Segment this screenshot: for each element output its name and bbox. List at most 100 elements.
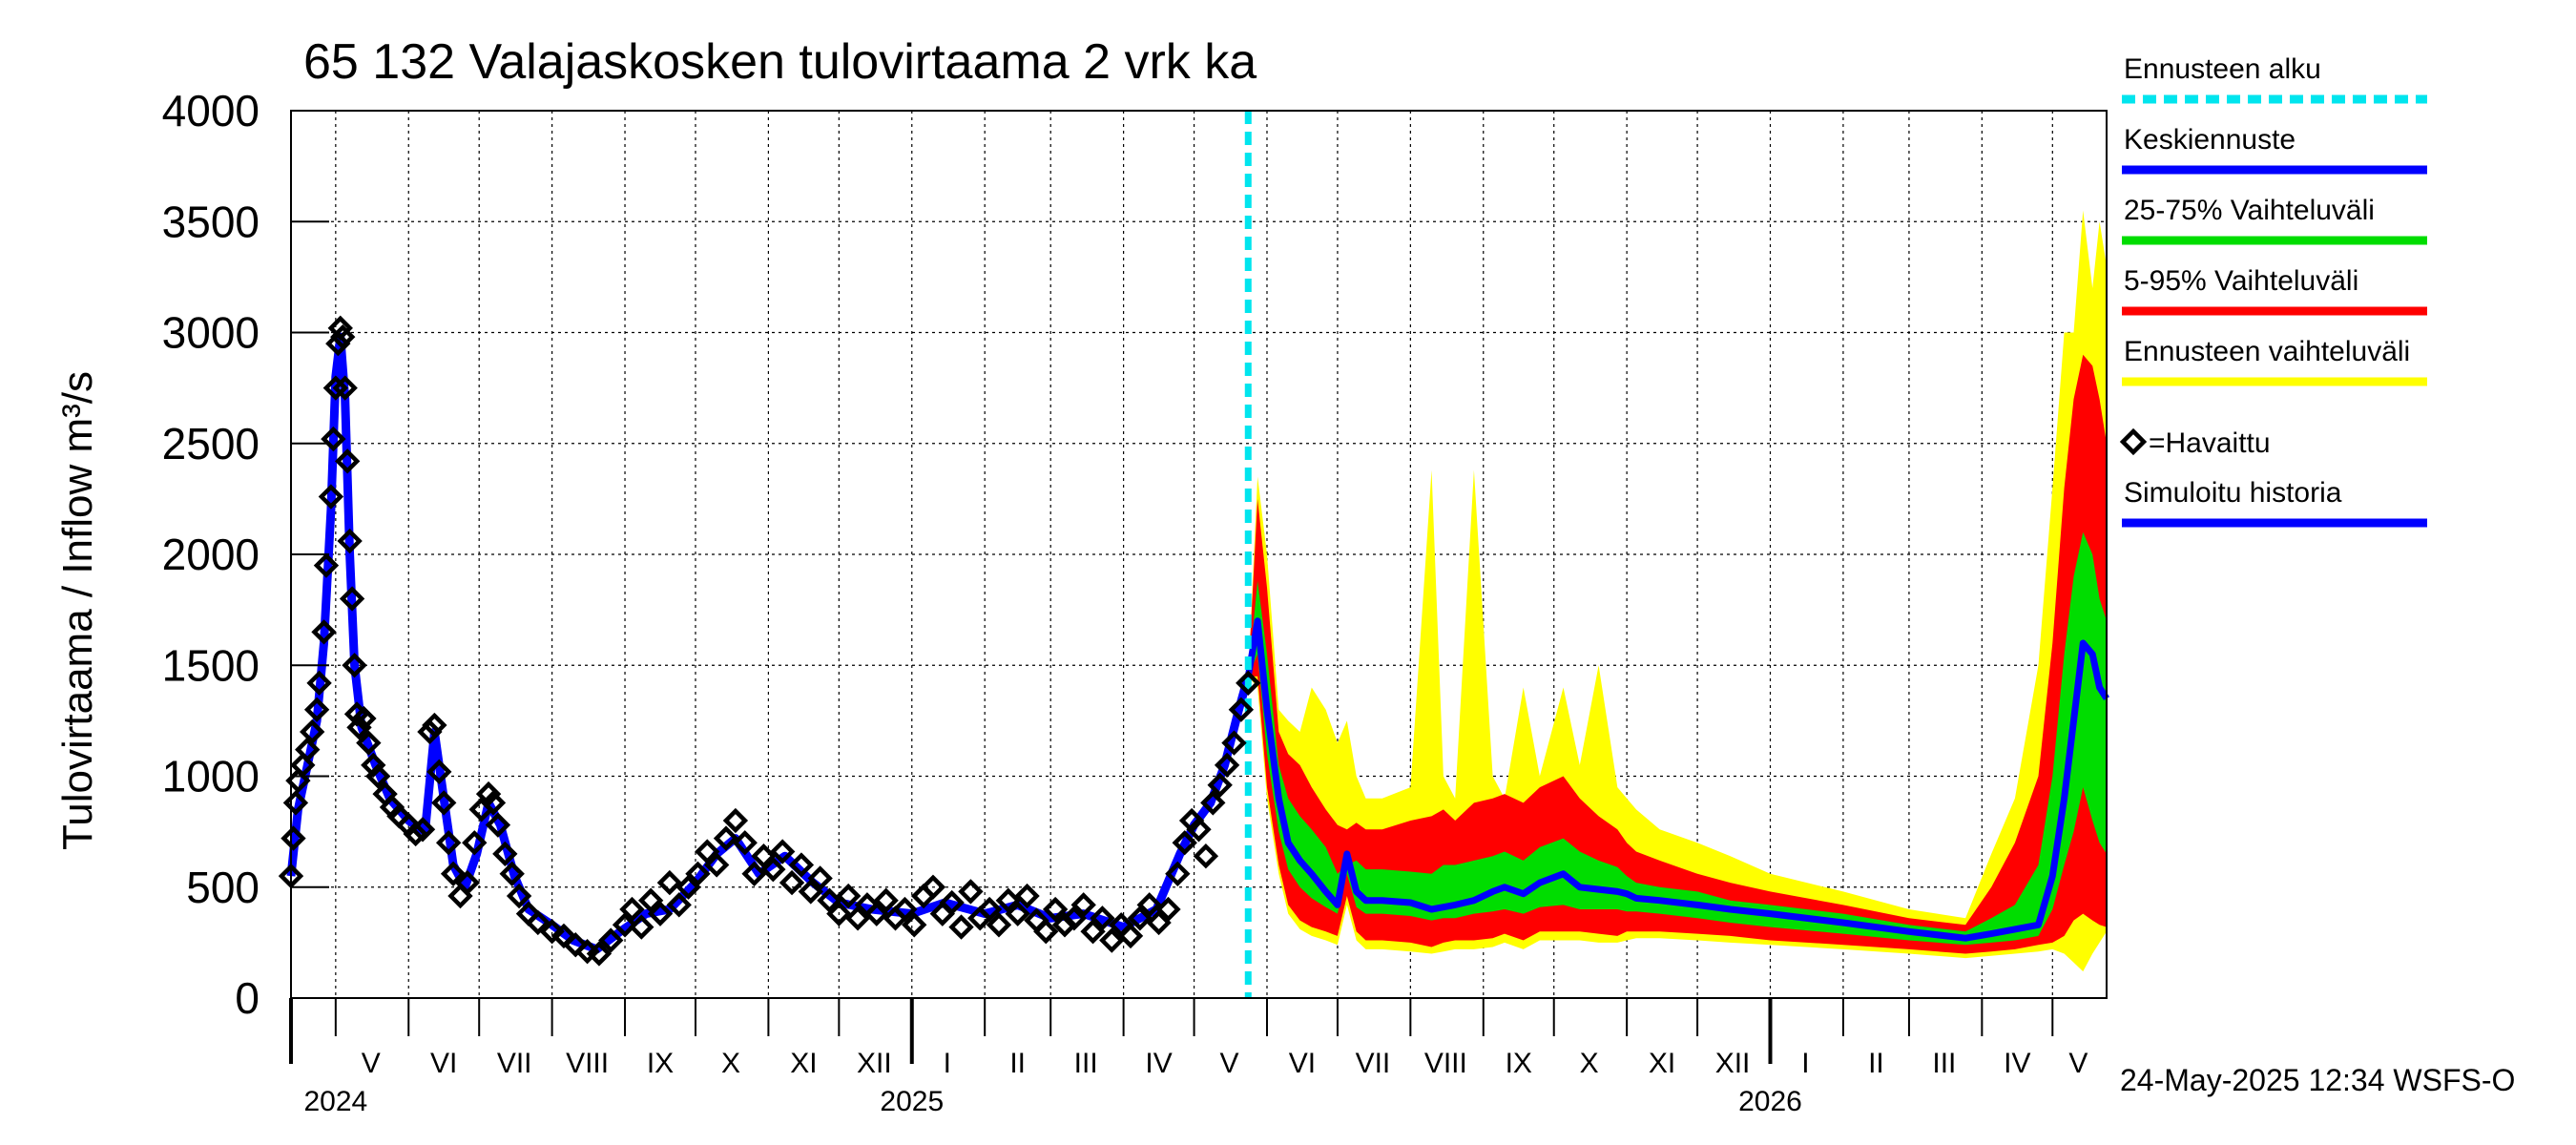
observed-marker xyxy=(598,927,624,953)
grid xyxy=(291,110,2107,998)
observed-marker xyxy=(1005,901,1030,926)
observed-marker xyxy=(892,896,918,923)
median-forecast-line xyxy=(1244,617,2109,942)
observed-marker xyxy=(475,781,502,807)
y-tick-label: 4000 xyxy=(162,86,260,135)
observed-marker xyxy=(703,852,730,878)
observed-marker xyxy=(1207,772,1233,798)
legend-label: 25-75% Vaihteluväli xyxy=(2124,195,2375,226)
observed-marker xyxy=(313,552,340,578)
observed-marker xyxy=(1136,892,1162,918)
timestamp: 24-May-2025 12:34 WSFS-O xyxy=(2120,1063,2515,1097)
legend-item: 5-95% Vaihteluväli xyxy=(2122,265,2427,316)
observed-marker xyxy=(675,874,701,900)
observed-marker xyxy=(826,901,852,926)
observed-marker xyxy=(863,901,889,926)
observed-marker xyxy=(339,586,365,612)
observed-marker xyxy=(637,887,664,913)
observed-marker xyxy=(836,883,862,909)
observed-marker xyxy=(525,909,551,936)
month-label: IX xyxy=(647,1048,674,1079)
month-label: VI xyxy=(1289,1048,1316,1079)
month-label: II xyxy=(1009,1048,1026,1079)
month-label: II xyxy=(1868,1048,1884,1079)
observed-marker xyxy=(1099,927,1125,953)
observed-marker xyxy=(1146,909,1172,936)
month-label: I xyxy=(944,1048,951,1079)
year-label: 2025 xyxy=(880,1086,944,1117)
observed-marker xyxy=(647,901,674,926)
observed-marker xyxy=(332,375,358,401)
observed-marker xyxy=(629,914,654,940)
observed-marker xyxy=(1033,919,1059,945)
observed-marker xyxy=(817,887,842,913)
observed-marker xyxy=(351,705,377,732)
observed-marker xyxy=(920,874,946,900)
month-label: X xyxy=(1580,1048,1599,1079)
observed-markers xyxy=(278,315,1261,967)
observed-marker xyxy=(656,869,683,896)
observed-marker xyxy=(1200,790,1226,816)
observed-marker xyxy=(431,790,457,816)
month-label: III xyxy=(1932,1048,1956,1079)
year-label: 2024 xyxy=(303,1086,367,1117)
legend-item: Ennusteen alku xyxy=(2122,53,2427,104)
observed-marker xyxy=(499,861,525,886)
observed-marker xyxy=(337,528,363,554)
observed-marker xyxy=(300,718,325,745)
forecast-bands xyxy=(1248,210,2107,972)
observed-marker xyxy=(318,484,344,510)
observed-marker xyxy=(334,448,361,474)
observed-marker xyxy=(1172,830,1197,856)
y-tick-label: 3000 xyxy=(162,308,260,358)
observed-marker xyxy=(939,889,965,916)
observed-marker xyxy=(779,869,805,896)
legend-marker-icon xyxy=(2119,427,2148,456)
observed-marker xyxy=(422,712,447,739)
observed-marker xyxy=(290,752,316,779)
month-label: IV xyxy=(1145,1048,1172,1079)
month-label: VII xyxy=(497,1048,532,1079)
observed-marker xyxy=(1236,670,1261,697)
observed-marker xyxy=(485,812,511,838)
legend-item: Simuloitu historia xyxy=(2122,477,2427,528)
month-label: III xyxy=(1074,1048,1098,1079)
y-tick-label: 500 xyxy=(186,863,260,912)
y-tick-label: 2500 xyxy=(162,419,260,468)
observed-marker xyxy=(480,790,507,816)
y-tick-label: 1000 xyxy=(162,752,260,802)
observed-marker xyxy=(995,887,1022,913)
observed-marker xyxy=(454,869,481,896)
observed-marker xyxy=(1127,906,1153,931)
observed-marker xyxy=(722,807,749,834)
observed-marker xyxy=(1117,923,1144,949)
year-label: 2026 xyxy=(1738,1086,1802,1117)
observed-marker xyxy=(365,763,391,789)
month-label: XI xyxy=(1649,1048,1675,1079)
observed-marker xyxy=(1165,861,1191,886)
observed-marker xyxy=(322,375,349,401)
y-tick-label: 3500 xyxy=(162,197,260,246)
legend: Ennusteen alku Keskiennuste 25-75% Vaihtel… xyxy=(2119,53,2427,528)
observed-marker xyxy=(666,892,692,918)
observed-marker xyxy=(1228,697,1255,722)
observed-marker xyxy=(1155,896,1181,923)
observed-marker xyxy=(280,825,306,851)
observed-marker xyxy=(342,653,367,678)
month-label: XII xyxy=(1715,1048,1751,1079)
observed-marker xyxy=(1221,730,1247,756)
observed-marker xyxy=(1014,883,1040,909)
legend-item: Ennusteen vaihteluväli xyxy=(2122,336,2427,386)
observed-marker xyxy=(563,932,589,958)
observed-marker xyxy=(492,841,518,867)
y-axis-label: Tulovirtaama / Inflow m³/s xyxy=(54,371,101,850)
legend-label: Keskiennuste xyxy=(2124,124,2296,156)
observed-marker xyxy=(976,896,1003,923)
observed-marker xyxy=(760,856,786,883)
observed-marker xyxy=(403,821,428,847)
month-label: VII xyxy=(1356,1048,1391,1079)
observed-marker xyxy=(321,426,346,452)
observed-marker xyxy=(1042,896,1069,923)
